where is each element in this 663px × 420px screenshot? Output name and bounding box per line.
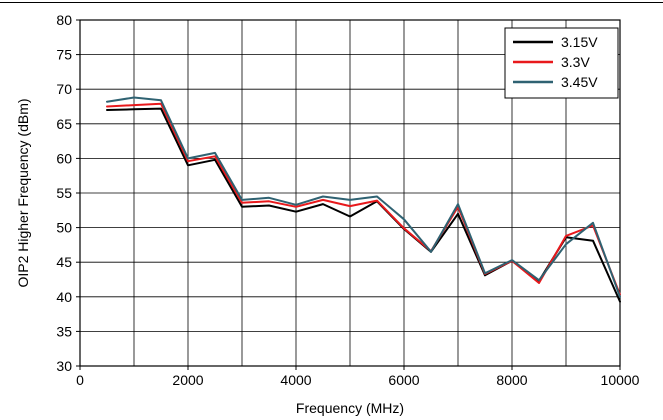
y-tick-label: 30 [56,358,72,374]
x-tick-label: 8000 [496,372,527,388]
y-tick-label: 70 [56,81,72,97]
legend: 3.15V 3.3V 3.45V [504,27,619,99]
x-tick-label: 0 [76,372,84,388]
series-line-3-3v [106,102,621,296]
y-tick-label: 55 [56,185,72,201]
x-tick-label: 4000 [280,372,311,388]
y-tick-label: 40 [56,289,72,305]
x-tick-label: 10000 [601,372,640,388]
x-tick-label: 2000 [172,372,203,388]
y-tick-label: 80 [56,12,72,28]
y-axis-title: OIP2 Higher Frequency (dBm) [15,98,31,287]
legend-label: 3.15V [561,34,598,50]
y-tick-label: 35 [56,323,72,339]
legend-label: 3.45V [561,74,598,90]
y-tick-label: 50 [56,220,72,236]
y-tick-label: 75 [56,47,72,63]
series-line-3-45v [106,96,621,298]
series-layer [106,96,621,303]
y-tick-label: 65 [56,116,72,132]
x-tick-label: 6000 [388,372,419,388]
y-tick-label: 45 [56,254,72,270]
y-tick-label: 60 [56,150,72,166]
legend-label: 3.3V [561,54,590,70]
x-axis-title: Frequency (MHz) [296,400,404,416]
axes: 0 2000 4000 6000 8000 10000 30 35 40 45 50 55 60 65 70… [56,12,639,388]
